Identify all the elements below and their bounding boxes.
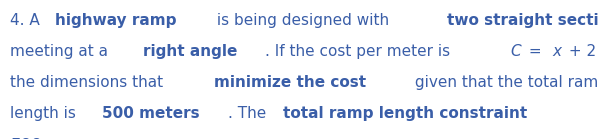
Text: is being designed with: is being designed with <box>212 13 394 28</box>
Text: x: x <box>553 44 562 59</box>
Text: . If the cost per meter is: . If the cost per meter is <box>265 44 455 59</box>
Text: =: = <box>524 44 546 59</box>
Text: meeting at a: meeting at a <box>10 44 113 59</box>
Text: . The: . The <box>228 106 271 121</box>
Text: is: is <box>598 106 599 121</box>
Text: highway ramp: highway ramp <box>55 13 177 28</box>
Text: 4. A: 4. A <box>10 13 45 28</box>
Text: the dimensions that: the dimensions that <box>10 75 168 90</box>
Text: 500 meters: 500 meters <box>102 106 199 121</box>
Text: two straight sections: two straight sections <box>447 13 599 28</box>
Text: total ramp length constraint: total ramp length constraint <box>283 106 528 121</box>
Text: right angle: right angle <box>143 44 237 59</box>
Text: .: . <box>52 138 56 139</box>
Text: + 2: + 2 <box>564 44 597 59</box>
Text: minimize the cost: minimize the cost <box>214 75 367 90</box>
Text: 500: 500 <box>10 138 42 139</box>
Text: given that the total ramp: given that the total ramp <box>410 75 599 90</box>
Text: length is: length is <box>10 106 81 121</box>
Text: C: C <box>510 44 521 59</box>
